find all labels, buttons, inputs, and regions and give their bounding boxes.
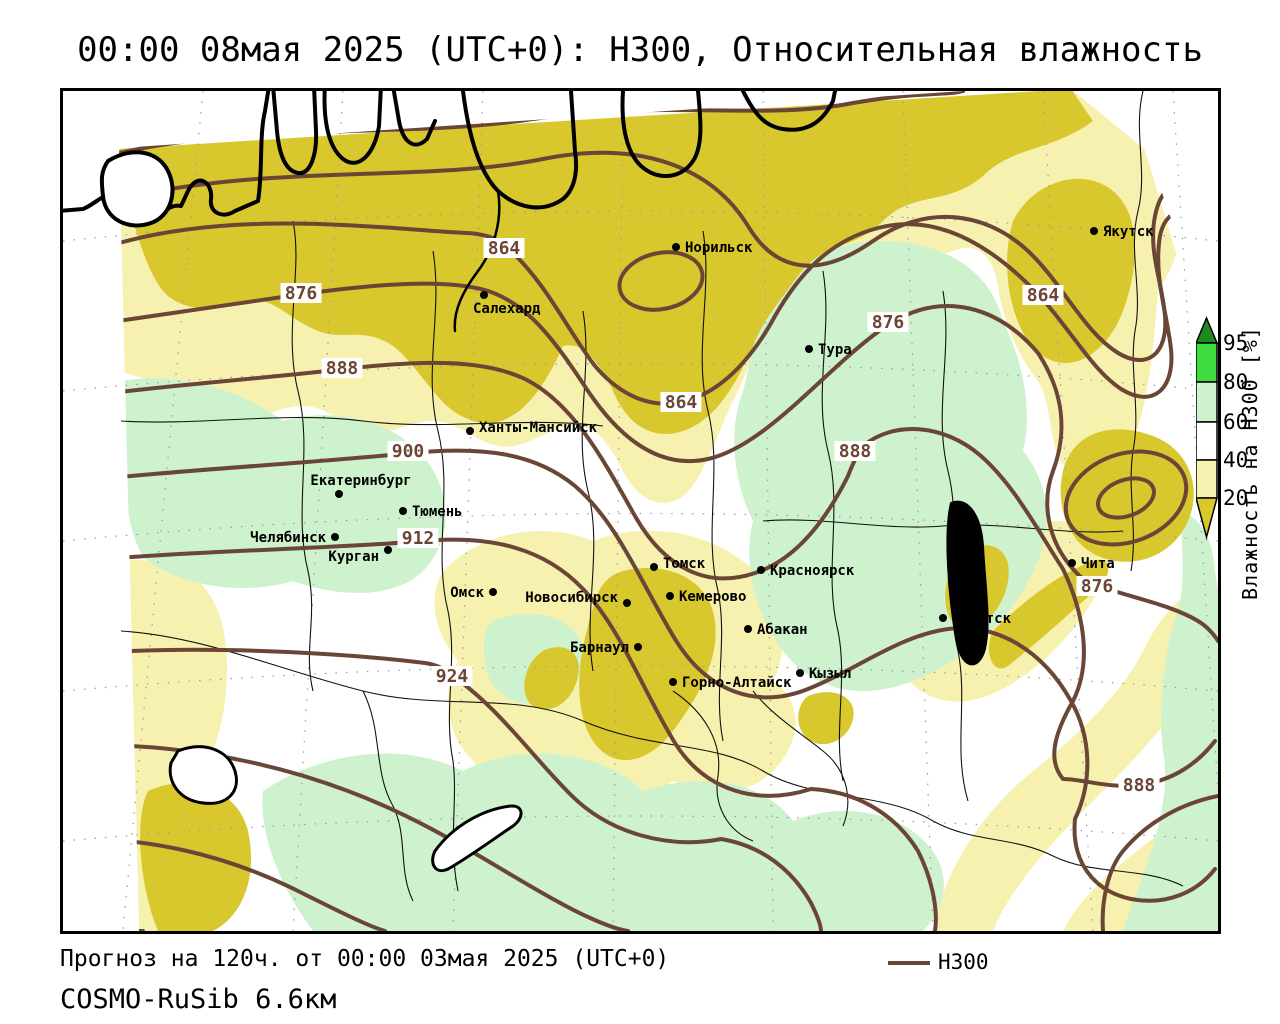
city-label-Абакан: Абакан [757,622,808,638]
city-label-Чита: Чита [1081,556,1115,572]
contour-label-888: 888 [1123,775,1156,796]
city-dot-Омск [489,588,497,596]
city-dot-Абакан [744,625,752,633]
colorbar-seg-20-40 [1195,459,1218,499]
city-dot-Норильск [672,243,680,251]
city-label-Барнаул: Барнаул [570,640,629,656]
city-dot-Чита [1068,559,1076,567]
colorbar-canvas: 95 80 60 40 20 [1194,316,1248,540]
city-dot-Челябинск [331,533,339,541]
colorbar-tick-80: 80 [1223,370,1248,394]
contour-label-888: 888 [326,358,359,379]
city-label-Кызыл: Кызыл [809,666,851,682]
city-dot-Тюмень [399,507,407,515]
h300-legend-line [888,961,930,965]
city-label-Новосибирск: Новосибирск [525,590,618,606]
contour-label-box [867,312,909,332]
city-label-Омск: Омск [450,585,484,601]
city-label-Тура: Тура [818,342,852,358]
city-dot-Курган [384,546,392,554]
city-label-Якутск: Якутск [1103,224,1154,240]
contour-label-912: 912 [402,528,435,549]
city-dot-Кемерово [666,592,674,600]
city-label-Кемерово: Кемерово [679,589,746,605]
city-dot-Кызыл [796,669,804,677]
colorbar-tick-20: 20 [1223,486,1248,510]
colorbar-seg-80-95 [1195,342,1218,383]
colorbar-tick-40: 40 [1223,448,1248,472]
colorbar-ticks: 95 80 60 40 20 [1223,331,1248,510]
contour-label-876: 876 [285,283,318,304]
city-dot-Горно-Алтайск [669,678,677,686]
coastline-layer [63,91,989,872]
page-title: 00:00 08мая 2025 (UTC+0): H300, Относите… [77,30,1203,70]
city-label-Иркутск: Иркутск [952,611,1012,627]
contour-label-box [1076,576,1118,596]
city-label-Красноярск: Красноярск [770,563,855,579]
contour-label-876: 876 [1081,576,1114,597]
contour-label-box [321,358,363,378]
contour-label-924: 924 [436,666,469,687]
map-canvas: 864 876 888 900 912 924 864 888 876 864 876 888 Нор… [63,91,1218,931]
forecast-map: 864 876 888 900 912 924 864 888 876 864 876 888 Нор… [60,88,1221,934]
city-dot-Ханты-Мансийск [466,427,474,435]
cities-layer: Норильск Салехард Тура Якутск Ханты-Мансийск… [250,224,1154,691]
city-label-Курган: Курган [328,549,379,565]
contour-label-box [834,441,876,461]
contour-label-864: 864 [1027,285,1060,306]
city-dot-Тура [805,345,813,353]
contour-label-864: 864 [665,392,698,413]
contour-label-box [660,392,702,412]
contour-labels-layer: 864 876 888 900 912 924 864 888 876 864 876 888 [280,238,1160,796]
contour-label-box [431,666,473,686]
colorbar-tick-95: 95 [1223,331,1248,355]
city-dot-Барнаул [634,643,642,651]
city-dot-Новосибирск [623,599,631,607]
contour-label-864: 864 [488,238,521,259]
contour-label-box [397,528,439,548]
colorbar-title: Влажность на H300 [%] [1238,326,1262,600]
colorbar-tick-60: 60 [1223,410,1248,434]
city-dot-Салехард [480,291,488,299]
model-info: COSMO-RuSib 6.6км [60,984,337,1015]
city-label-Томск: Томск [663,556,706,572]
contour-label-876: 876 [872,312,905,333]
city-label-Горно-Алтайск: Горно-Алтайск [682,675,792,691]
contour-label-box [483,238,525,258]
city-dot-Томск [650,563,658,571]
city-dot-Екатеринбург [335,490,343,498]
graticule-layer [63,91,1218,931]
city-label-Челябинск: Челябинск [250,530,326,546]
no-data-region [63,91,1218,931]
h300-legend-label: H300 [938,950,989,974]
contour-label-box [280,283,322,303]
humidity-colorbar: 95 80 60 40 20 [1194,310,1280,600]
contour-label-box [1022,285,1064,305]
contour-label-box [387,441,429,461]
city-dot-Якутск [1090,227,1098,235]
contour-label-box [1118,775,1160,795]
contour-label-900: 900 [392,441,425,462]
lake-baikal [946,500,989,666]
city-label-Ханты-Мансийск: Ханты-Мансийск [479,420,598,436]
colorbar-arrow-bottom [1195,497,1218,540]
colorbar-seg-60-80 [1195,381,1218,423]
city-dot-Иркутск [939,614,947,622]
city-label-Норильск: Норильск [685,240,753,256]
city-label-Салехард: Салехард [473,301,541,317]
forecast-info: Прогноз на 120ч. от 00:00 03мая 2025 (UT… [60,946,670,972]
city-label-Тюмень: Тюмень [412,504,463,520]
contour-label-888: 888 [839,441,872,462]
colorbar-seg-40-60 [1195,421,1218,461]
colorbar-arrow-top [1194,316,1219,344]
city-label-Екатеринбург: Екатеринбург [310,473,411,489]
city-dot-Красноярск [757,566,765,574]
